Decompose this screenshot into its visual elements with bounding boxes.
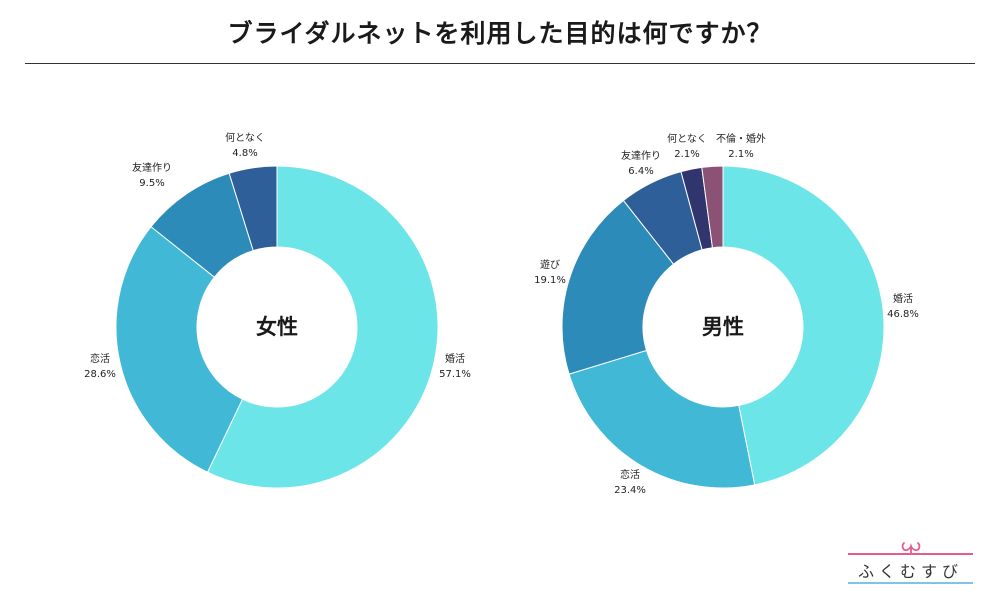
slice-value-label: 6.4% xyxy=(628,166,653,177)
slice-category-label: 恋活 xyxy=(620,468,640,481)
donut-slice-male-5 xyxy=(701,165,724,249)
slice-value-label: 2.1% xyxy=(674,149,699,160)
logo-line-pink xyxy=(848,553,973,555)
slice-category-label: 婚活 xyxy=(893,292,913,305)
logo-line-blue xyxy=(848,582,973,584)
knot-icon xyxy=(901,542,921,554)
fukumusubi-logo: ふくむすび xyxy=(848,540,973,586)
title-divider xyxy=(25,63,975,64)
slice-value-label: 9.5% xyxy=(139,178,164,189)
slice-category-label: 不倫・婚外 xyxy=(716,132,766,145)
slice-category-label: 何となく xyxy=(225,131,265,144)
donut-slice-male-1 xyxy=(568,349,756,489)
slice-category-label: 遊び xyxy=(540,258,560,271)
donut-slice-female-1 xyxy=(115,226,244,473)
slice-category-label: 友達作り xyxy=(621,149,661,162)
donut-chart-male: 婚活 46.8% 恋活 23.4% 遊び 19.1% 友達作り 6.4% 何となく 2.1% 不倫・… xyxy=(534,132,919,496)
slice-value-label: 28.6% xyxy=(84,369,116,380)
donut-slice-female-3 xyxy=(228,165,278,252)
slice-value-label: 23.4% xyxy=(614,485,646,496)
slice-value-label: 2.1% xyxy=(728,149,753,160)
chart-title: ブライダルネットを利用した目的は何ですか？ xyxy=(227,19,773,48)
slice-value-label: 57.1% xyxy=(439,369,471,380)
donut-slice-male-2 xyxy=(561,199,675,375)
slice-value-label: 46.8% xyxy=(887,309,919,320)
slice-category-label: 何となく xyxy=(667,132,707,145)
slice-value-label: 4.8% xyxy=(232,148,257,159)
donut-chart-female: 婚活 57.1% 恋活 28.6% 友達作り 9.5% 何となく 4.8% 女性 xyxy=(84,131,471,489)
donut-slice-male-0 xyxy=(722,165,885,486)
logo-text: ふくむすび xyxy=(857,562,963,581)
slice-value-label: 19.1% xyxy=(534,275,566,286)
donut-center-label: 男性 xyxy=(702,315,744,339)
slice-category-label: 友達作り xyxy=(132,161,172,174)
slice-category-label: 婚活 xyxy=(445,352,465,365)
donut-slice-female-0 xyxy=(206,165,439,489)
slice-category-label: 恋活 xyxy=(90,352,110,365)
donut-center-label: 女性 xyxy=(256,315,298,339)
